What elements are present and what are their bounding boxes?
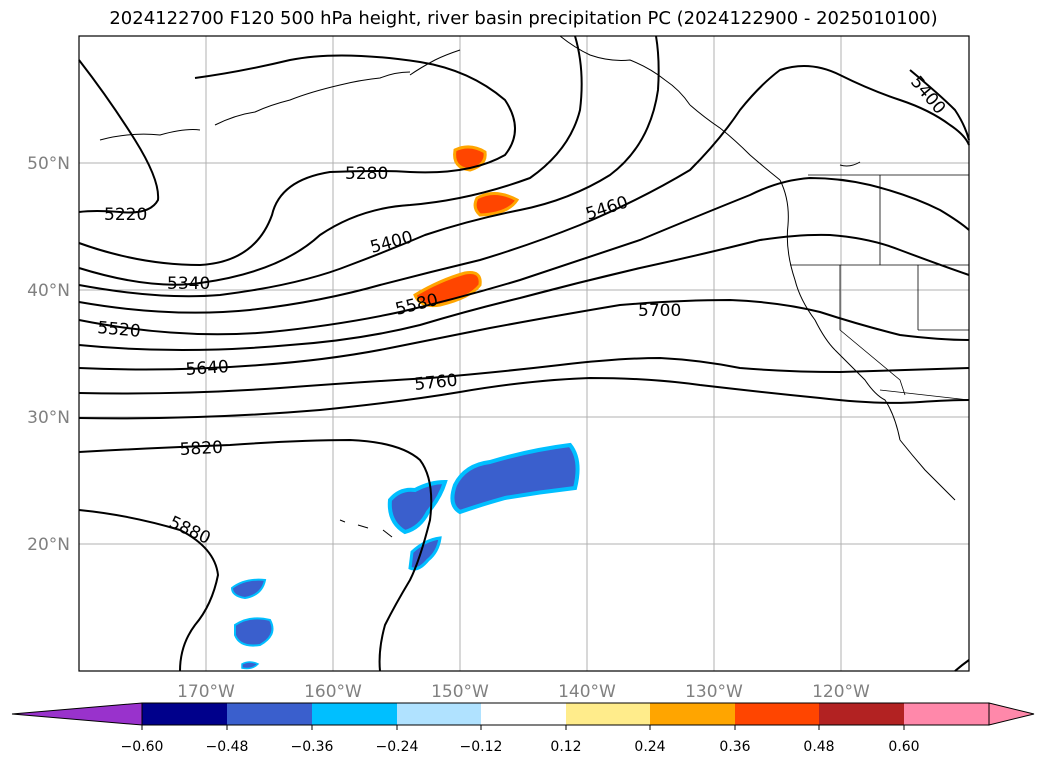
positive-blob-2 (473, 192, 520, 217)
contour-5520 (78, 176, 970, 336)
colorbar-tick-labels: −0.60 −0.48 −0.36 −0.24 −0.12 0.12 0.24 … (121, 739, 920, 755)
colorbar-tick-label: −0.60 (121, 739, 164, 755)
negative-blob-5 (234, 617, 274, 647)
colorbar-bin (397, 703, 481, 725)
colorbar-tick-label: 0.36 (719, 739, 750, 755)
contour-label: 5640 (185, 357, 230, 380)
colorbar-extend-min (11, 702, 143, 726)
contour-5400-east (909, 69, 970, 141)
lon-label: 140°W (558, 682, 616, 702)
contour-5700 (78, 356, 970, 395)
contour-5460 (78, 65, 970, 314)
contour-5880-east (954, 659, 970, 672)
contour-5580 (78, 233, 970, 351)
gridlines (79, 36, 969, 671)
contour-label: 5760 (413, 371, 458, 395)
contour-5280 (78, 54, 516, 267)
positive-blob-1 (453, 145, 487, 172)
precip-positive-areas (413, 145, 520, 307)
contour-5220 (78, 59, 160, 214)
contour-5400-west (78, 35, 660, 298)
lon-label: 170°W (177, 682, 235, 702)
colorbar-tick-label: 0.60 (888, 739, 919, 755)
lat-label: 30°N (27, 408, 70, 428)
negative-blob-4 (230, 578, 267, 600)
colorbar-bin (904, 703, 989, 725)
contour-label: 5220 (104, 205, 147, 225)
colorbar-tick-label: 0.48 (803, 739, 834, 755)
lat-label: 40°N (27, 281, 70, 301)
colorbar-bin (142, 703, 227, 725)
map-title: 2024122700 F120 500 hPa height, river ba… (109, 8, 938, 29)
colorbar-bin (650, 703, 735, 725)
contour-5760 (78, 376, 970, 420)
contour-5640 (78, 298, 970, 371)
colorbar-tick-label: −0.48 (206, 739, 249, 755)
contour-label: 5520 (97, 318, 142, 342)
contour-label: 5700 (638, 301, 681, 321)
lat-label: 20°N (27, 535, 70, 555)
colorbar-tick-label: −0.24 (376, 739, 419, 755)
map-panel: 5220 5280 5340 5400 5400 5460 5520 5580 … (78, 35, 970, 672)
longitude-labels: 170°W 160°W 150°W 140°W 130°W 120°W (177, 682, 870, 702)
contour-5340 (78, 35, 583, 286)
colorbar-tick-label: 0.12 (550, 739, 581, 755)
colorbar-bin (566, 703, 650, 725)
colorbar-tick-label: 0.24 (634, 739, 665, 755)
map-border (78, 35, 970, 672)
contour-label: 5340 (167, 274, 210, 294)
colorbar-tick-label: −0.36 (291, 739, 334, 755)
colorbar-bin (735, 703, 819, 725)
contour-label: 5820 (179, 438, 223, 460)
latitude-labels: 50°N 40°N 30°N 20°N (27, 154, 70, 555)
coastlines (99, 35, 956, 538)
lon-label: 120°W (812, 682, 870, 702)
colorbar: −0.60 −0.48 −0.36 −0.24 −0.12 0.12 0.24 … (11, 702, 1035, 755)
contour-5820 (78, 438, 433, 672)
colorbar-extend-max (988, 702, 1035, 726)
colorbar-bin (312, 703, 397, 725)
contour-label: 5280 (345, 164, 388, 184)
lat-label: 50°N (27, 154, 70, 174)
lon-label: 150°W (431, 682, 489, 702)
colorbar-bin (819, 703, 904, 725)
negative-blob-6 (241, 661, 260, 670)
colorbar-bin (227, 703, 312, 725)
colorbar-bin (481, 703, 566, 725)
contour-5880 (78, 509, 220, 672)
height-contours (78, 35, 970, 672)
lon-label: 160°W (304, 682, 362, 702)
negative-blob-1 (450, 442, 580, 515)
colorbar-tick-label: −0.12 (460, 739, 503, 755)
colorbar-ticks (141, 725, 905, 730)
lon-label: 130°W (685, 682, 743, 702)
